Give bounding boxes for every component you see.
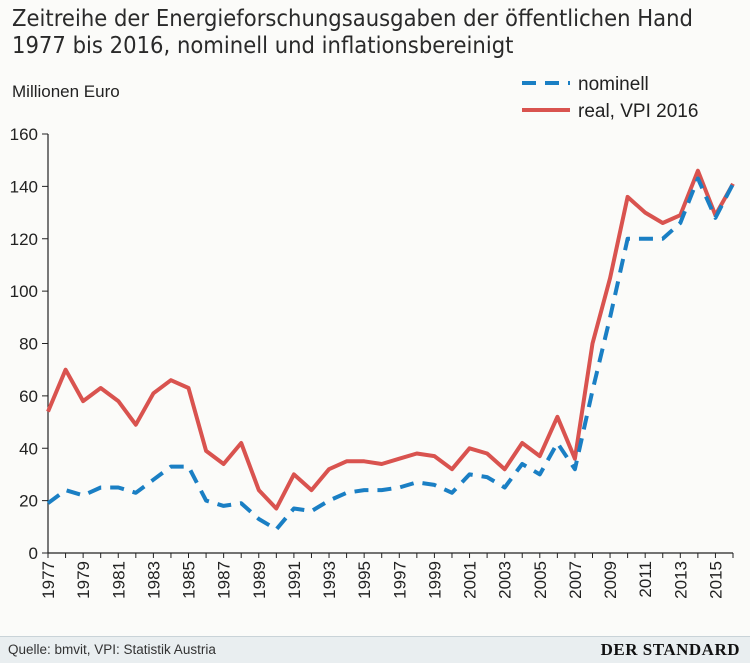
- x-tick-label: 2009: [601, 561, 620, 599]
- title-line-2: 1977 bis 2016, nominell und inflationsbe…: [12, 33, 514, 59]
- chart-title: Zeitreihe der Energieforschungsausgaben …: [12, 6, 693, 60]
- x-tick-label: 1981: [109, 561, 128, 599]
- x-tick-label: 1987: [215, 561, 234, 599]
- y-tick-label: 40: [19, 439, 38, 458]
- x-tick-label: 2015: [706, 561, 725, 599]
- y-tick-label: 100: [10, 282, 38, 301]
- x-tick-label: 2003: [496, 561, 515, 599]
- x-tick-label: 1999: [425, 561, 444, 599]
- y-axis-label: Millionen Euro: [12, 82, 120, 101]
- x-tick-label: 1985: [180, 561, 199, 599]
- footer-bar: Quelle: bmvit, VPI: Statistik Austria DE…: [0, 636, 750, 663]
- y-tick-label: 160: [10, 125, 38, 144]
- series-nominell-line: [46, 176, 735, 532]
- y-tick-label: 120: [10, 230, 38, 249]
- x-tick-label: 1993: [320, 561, 339, 599]
- title-line-1: Zeitreihe der Energieforschungsausgaben …: [12, 6, 693, 32]
- x-tick-label: 1979: [74, 561, 93, 599]
- x-tick-label: 1989: [250, 561, 269, 599]
- source-note: Quelle: bmvit, VPI: Statistik Austria: [8, 642, 216, 657]
- x-tick-label: 2011: [636, 561, 655, 598]
- series-real-line: [46, 168, 735, 511]
- x-tick-label: 2013: [671, 561, 690, 599]
- y-tick-label: 60: [19, 387, 38, 406]
- brand-logo: DER STANDARD: [600, 640, 740, 659]
- y-tick-label: 20: [19, 492, 38, 511]
- y-tick-label: 140: [10, 177, 38, 196]
- x-tick-label: 1983: [144, 561, 163, 599]
- x-tick-label: 2007: [566, 561, 585, 599]
- x-tick-label: 1991: [285, 561, 304, 599]
- x-tick-label: 2005: [531, 561, 550, 599]
- y-tick-label: 80: [19, 335, 38, 354]
- legend-label-real: real, VPI 2016: [578, 101, 698, 122]
- x-tick-label: 1995: [355, 561, 374, 599]
- line-chart: 0 20 40 60 80 100 120 140 160 1977 1979 1981 1983 198…: [10, 74, 735, 599]
- x-tick-label: 1997: [390, 561, 409, 599]
- legend-label-nominell: nominell: [578, 74, 649, 95]
- x-tick-label: 2001: [461, 561, 480, 599]
- y-tick-label: 0: [29, 544, 38, 563]
- x-tick-label: 1977: [39, 561, 58, 599]
